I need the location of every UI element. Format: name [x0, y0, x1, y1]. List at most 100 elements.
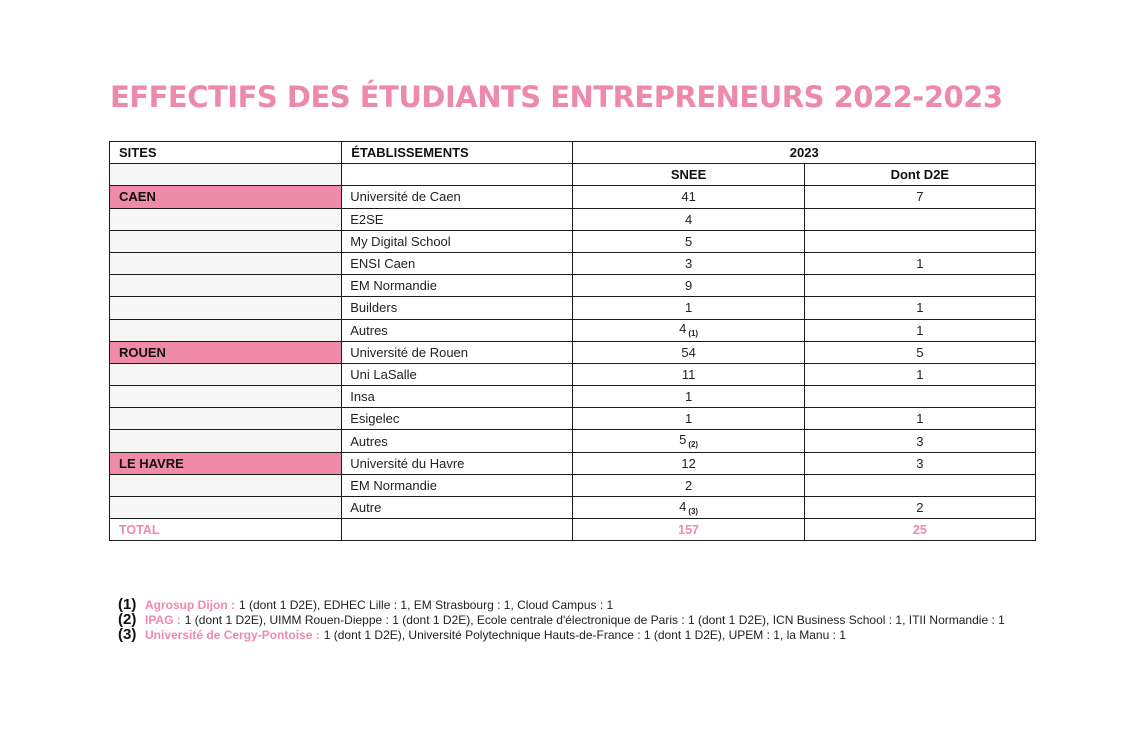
snee-value: 41: [681, 189, 696, 205]
site-cell-empty: [108, 473, 343, 498]
snee-cell: 4: [572, 207, 805, 231]
snee-cell: 12: [572, 451, 805, 475]
site-cell-empty: [108, 274, 343, 298]
site-cell-empty: [108, 429, 343, 453]
site-cell-empty: [108, 229, 343, 253]
table-row: My Digital School 5: [108, 229, 1037, 253]
snee-value: 12: [681, 455, 696, 471]
table-row: Autres 5 (2) 3: [108, 429, 1037, 453]
header-d2e: Dont D2E: [803, 163, 1037, 187]
footnote-text: 1 (dont 1 D2E), UIMM Rouen-Dieppe : 1 (d…: [184, 612, 1005, 627]
footnote-line: (1) Agrosup Dijon : 1 (dont 1 D2E), EDHEC …: [118, 596, 1005, 613]
d2e-cell: 1: [803, 318, 1037, 342]
site-cell-empty: [108, 362, 343, 387]
snee-cell: 11: [572, 362, 805, 387]
d2e-cell: 1: [803, 296, 1037, 320]
table-row: Esigelec 1 1: [108, 407, 1037, 431]
snee-cell: 4 (1): [572, 318, 805, 342]
footnotes: (1) Agrosup Dijon : 1 (dont 1 D2E), EDHEC …: [118, 596, 1005, 643]
snee-value: 2: [684, 477, 693, 493]
etablissement-cell: ENSI Caen: [341, 251, 574, 276]
d2e-cell: 5: [803, 340, 1037, 364]
table-row: ENSI Caen 3 1: [108, 251, 1037, 276]
table-row: EM Normandie 2: [108, 473, 1037, 498]
site-cell-empty: [108, 207, 343, 231]
table-row: EM Normandie 9: [108, 274, 1037, 298]
snee-value: 4: [684, 211, 693, 227]
d2e-cell: [803, 229, 1037, 253]
enrollment-table: SITES ÉTABLISSEMENTS 2023 SNEE Dont D2E …: [108, 140, 1037, 542]
header-year: 2023: [572, 140, 1036, 165]
footnote-number: (2): [118, 611, 137, 628]
site-cell-empty: [108, 495, 343, 520]
d2e-cell: 1: [803, 407, 1037, 431]
total-label: TOTAL: [108, 518, 343, 542]
table-row: Autres 4 (1) 1: [108, 318, 1037, 342]
footnote-ref: (2): [688, 440, 699, 450]
d2e-cell: 3: [803, 429, 1037, 453]
d2e-cell: [803, 207, 1037, 231]
footnote-ref: (3): [688, 506, 699, 516]
site-cell-empty: [108, 296, 343, 320]
etablissement-cell: Builders: [341, 296, 574, 320]
snee-value: 4: [679, 321, 687, 337]
footnote-line: (3) Université de Cergy-Pontoise :1 (dont…: [118, 626, 1005, 643]
footnote-highlight: Agrosup Dijon :: [145, 597, 235, 612]
footnote-number: (1): [118, 596, 137, 613]
subheader-row: SNEE Dont D2E: [108, 163, 1037, 187]
table-row: E2SE 4: [108, 207, 1037, 231]
snee-cell: 1: [572, 407, 805, 431]
site-label: LE HAVRE: [108, 451, 343, 475]
snee-value: 54: [681, 344, 696, 360]
snee-value: 5: [679, 432, 687, 448]
d2e-cell: [803, 385, 1037, 409]
subheader-empty-site: [108, 163, 343, 187]
etablissement-cell: My Digital School: [341, 229, 574, 253]
etablissement-cell: E2SE: [341, 207, 574, 231]
snee-value: 4: [679, 498, 687, 514]
header-row: SITES ÉTABLISSEMENTS 2023: [108, 140, 1036, 165]
d2e-cell: [803, 473, 1037, 498]
table-row: ROUEN Université de Rouen 54 5: [108, 340, 1037, 364]
header-etablissements: ÉTABLISSEMENTS: [341, 140, 574, 165]
etablissement-cell: Autre: [341, 495, 574, 520]
etablissement-cell: EM Normandie: [341, 274, 574, 298]
etablissement-cell: Université de Caen: [341, 185, 574, 209]
snee-value: 5: [684, 233, 693, 249]
snee-cell: 41: [572, 185, 805, 209]
header-snee: SNEE: [572, 163, 805, 187]
site-cell-empty: [108, 385, 343, 409]
header-sites: SITES: [108, 140, 343, 165]
footnote-highlight: IPAG :: [145, 612, 181, 627]
etablissement-cell: Uni LaSalle: [341, 362, 574, 387]
snee-value: 1: [684, 389, 693, 405]
footnote-line: (2) IPAG :1 (dont 1 D2E), UIMM Rouen-Diep…: [118, 611, 1005, 628]
etablissement-cell: EM Normandie: [341, 473, 574, 498]
etablissement-cell: Université du Havre: [341, 451, 574, 475]
d2e-cell: 1: [803, 362, 1037, 387]
etablissement-cell: Université de Rouen: [341, 340, 574, 364]
snee-cell: 2: [572, 473, 805, 498]
etablissement-cell: Insa: [341, 385, 574, 409]
subheader-empty-etab: [341, 163, 574, 187]
table-row: Builders 1 1: [108, 296, 1037, 320]
footnote-number: (3): [118, 626, 137, 643]
snee-cell: 1: [572, 385, 805, 409]
snee-cell: 9: [572, 274, 805, 298]
etablissement-cell: Esigelec: [341, 407, 574, 431]
snee-cell: 54: [572, 340, 805, 364]
footnote-text: 1 (dont 1 D2E), Université Polytechnique…: [323, 627, 846, 642]
table-row: LE HAVRE Université du Havre 12 3: [108, 451, 1037, 475]
site-cell-empty: [108, 318, 343, 342]
d2e-cell: [803, 274, 1037, 298]
footnote-text: 1 (dont 1 D2E), EDHEC Lille : 1, EM Stra…: [239, 597, 614, 612]
snee-cell: 4 (3): [572, 495, 805, 520]
site-cell-empty: [108, 251, 343, 276]
snee-value: 1: [684, 411, 693, 427]
snee-cell: 1: [572, 296, 805, 320]
snee-value: 11: [681, 366, 696, 382]
table-row: CAEN Université de Caen 41 7: [108, 185, 1037, 209]
d2e-cell: 2: [803, 495, 1037, 520]
d2e-cell: 3: [803, 451, 1037, 475]
footnote-highlight: Université de Cergy-Pontoise :: [145, 627, 320, 642]
